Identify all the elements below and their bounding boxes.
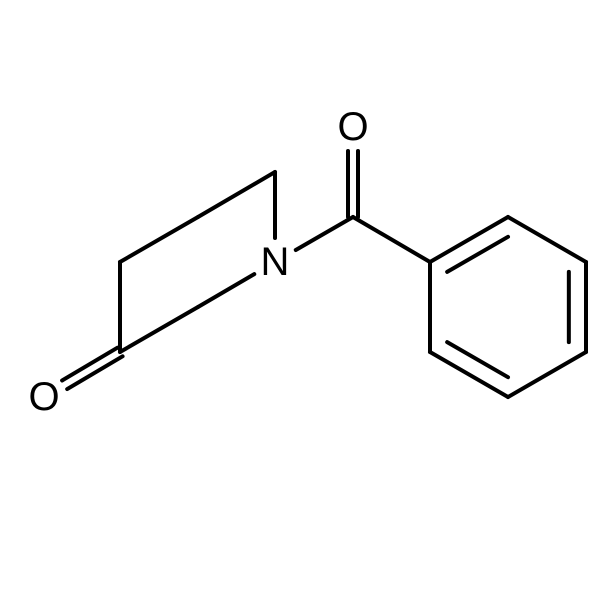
bond <box>447 342 508 377</box>
bond <box>198 274 254 307</box>
atom-label-n: N <box>261 240 290 284</box>
bond <box>120 217 198 262</box>
bond <box>508 217 586 262</box>
bond <box>120 307 198 352</box>
bond <box>430 352 508 397</box>
bond <box>353 217 430 262</box>
bond <box>296 217 353 250</box>
atom-label-o: O <box>28 375 59 419</box>
bond <box>198 172 275 217</box>
molecule-diagram: N O O <box>0 0 600 600</box>
bond <box>508 352 586 397</box>
atom-label-o: O <box>337 105 368 149</box>
bond <box>447 237 508 272</box>
bond <box>430 217 508 262</box>
